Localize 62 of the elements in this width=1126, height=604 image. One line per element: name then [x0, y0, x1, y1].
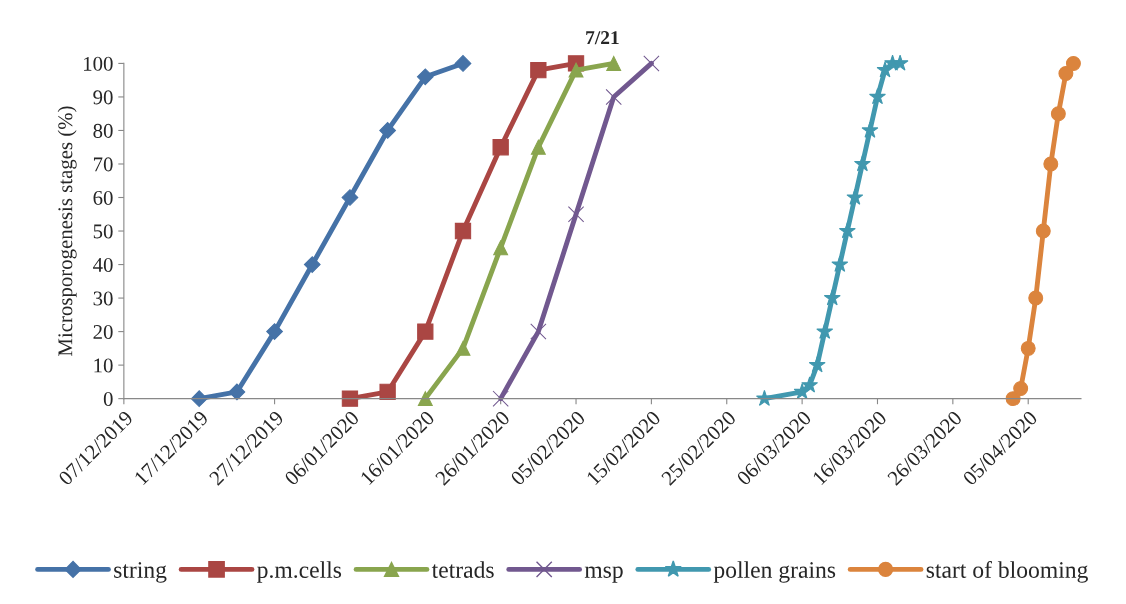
point — [417, 391, 433, 407]
point — [1058, 66, 1074, 81]
legend-label: msp — [584, 566, 623, 583]
y-tick-label: 10 — [94, 358, 113, 373]
point — [1013, 381, 1029, 397]
point — [417, 323, 434, 340]
point — [341, 189, 359, 206]
point — [379, 383, 396, 401]
y-tick-label: 40 — [93, 257, 113, 272]
y-tick-label: 60 — [93, 190, 113, 205]
point — [831, 255, 849, 272]
point — [416, 68, 434, 86]
chart-title: 7/21 — [586, 31, 619, 45]
point — [853, 155, 871, 172]
point — [823, 289, 841, 306]
point — [567, 206, 585, 223]
y-tick-label: 90 — [93, 90, 113, 105]
y-tick-label: 70 — [93, 157, 113, 172]
y-axis-title: Microsporogenesis stages (%) — [57, 106, 77, 356]
point — [605, 88, 622, 106]
point — [568, 62, 584, 78]
point — [838, 222, 856, 239]
point — [341, 390, 359, 407]
point — [606, 55, 622, 71]
y-tick-label: 30 — [93, 291, 113, 306]
point — [492, 390, 509, 407]
legend-label: tetrads — [431, 561, 494, 578]
point — [1035, 223, 1051, 239]
point — [861, 121, 879, 138]
point — [801, 376, 819, 393]
legend-label: p.m.cells — [257, 561, 342, 583]
point — [530, 323, 547, 340]
point — [846, 188, 864, 205]
point — [455, 340, 471, 356]
legend-label: string — [114, 562, 167, 583]
point — [454, 222, 472, 240]
point — [379, 122, 396, 139]
point — [190, 390, 208, 408]
point — [1043, 156, 1059, 172]
point — [869, 88, 886, 105]
point — [1028, 290, 1044, 306]
point — [808, 356, 826, 373]
point — [228, 383, 246, 401]
point — [492, 139, 509, 156]
y-tick-label: 20 — [93, 324, 113, 340]
point — [816, 322, 834, 339]
y-tick-label: 100 — [84, 56, 113, 71]
y-tick-label: 50 — [93, 224, 113, 239]
point — [266, 323, 283, 340]
point — [493, 240, 509, 256]
legend-label: pollen grains — [713, 561, 836, 583]
point — [530, 139, 546, 155]
point — [454, 55, 472, 72]
point — [1050, 106, 1066, 122]
point — [303, 256, 321, 273]
point — [1020, 340, 1036, 356]
y-tick-label: 80 — [93, 123, 113, 138]
point — [530, 61, 547, 79]
y-tick-label: 0 — [103, 392, 113, 407]
point — [1065, 55, 1081, 71]
point — [643, 55, 660, 72]
legend-label: start of blooming — [926, 561, 1088, 583]
